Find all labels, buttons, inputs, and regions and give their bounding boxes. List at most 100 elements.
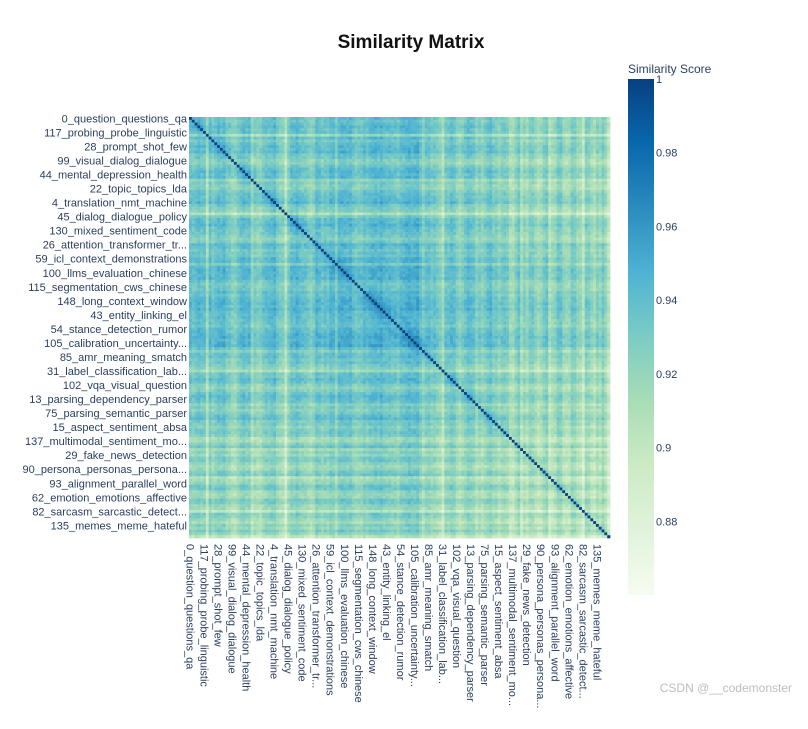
- heatmap-cell[interactable]: [205, 198, 209, 202]
- heatmap-cell[interactable]: [343, 195, 347, 199]
- heatmap-cell[interactable]: [298, 184, 302, 188]
- heatmap-cell[interactable]: [464, 204, 468, 208]
- heatmap-cell[interactable]: [567, 161, 572, 166]
- heatmap-cell[interactable]: [402, 159, 406, 163]
- heatmap-cell[interactable]: [542, 161, 546, 166]
- heatmap-cell[interactable]: [458, 125, 462, 129]
- heatmap-cell[interactable]: [211, 117, 215, 121]
- heatmap-cell[interactable]: [247, 175, 252, 180]
- heatmap-cell[interactable]: [478, 136, 482, 140]
- heatmap-cell[interactable]: [312, 153, 316, 157]
- heatmap-cell[interactable]: [413, 173, 417, 177]
- heatmap-cell[interactable]: [497, 142, 501, 146]
- heatmap-cell[interactable]: [208, 195, 212, 199]
- heatmap-cell[interactable]: [360, 175, 364, 180]
- heatmap-cell[interactable]: [281, 170, 285, 174]
- heatmap-cell[interactable]: [393, 204, 398, 208]
- heatmap-cell[interactable]: [593, 159, 597, 163]
- heatmap-cell[interactable]: [511, 133, 515, 137]
- heatmap-cell[interactable]: [284, 119, 288, 123]
- heatmap-cell[interactable]: [494, 175, 499, 180]
- heatmap-cell[interactable]: [309, 133, 313, 137]
- heatmap-cell[interactable]: [542, 195, 546, 199]
- heatmap-cell[interactable]: [211, 156, 215, 160]
- heatmap-cell[interactable]: [326, 156, 330, 160]
- heatmap-cell[interactable]: [452, 131, 456, 135]
- heatmap-cell[interactable]: [340, 147, 344, 152]
- heatmap-cell[interactable]: [295, 145, 299, 149]
- heatmap-cell[interactable]: [595, 119, 600, 123]
- heatmap-cell[interactable]: [506, 164, 510, 168]
- heatmap-cell[interactable]: [458, 156, 462, 160]
- heatmap-cell[interactable]: [402, 170, 406, 174]
- heatmap-cell[interactable]: [475, 167, 479, 171]
- heatmap-cell[interactable]: [506, 178, 510, 182]
- heatmap-cell[interactable]: [233, 161, 238, 166]
- heatmap-cell[interactable]: [551, 150, 555, 154]
- heatmap-cell[interactable]: [595, 150, 600, 154]
- heatmap-cell[interactable]: [503, 153, 507, 157]
- heatmap-cell[interactable]: [399, 128, 403, 132]
- heatmap-cell[interactable]: [494, 159, 499, 163]
- heatmap-cell[interactable]: [399, 119, 403, 123]
- heatmap-cell[interactable]: [466, 156, 471, 160]
- heatmap-cell[interactable]: [402, 192, 406, 196]
- heatmap-cell[interactable]: [365, 178, 369, 182]
- heatmap-cell[interactable]: [194, 153, 198, 157]
- heatmap-cell[interactable]: [545, 161, 549, 166]
- heatmap-cell[interactable]: [276, 170, 280, 174]
- heatmap-cell[interactable]: [537, 153, 541, 157]
- heatmap-cell[interactable]: [270, 189, 274, 194]
- heatmap-cell[interactable]: [256, 136, 260, 140]
- heatmap-cell[interactable]: [548, 167, 552, 171]
- heatmap-cell[interactable]: [197, 167, 201, 171]
- heatmap-cell[interactable]: [441, 204, 445, 208]
- heatmap-cell[interactable]: [245, 178, 249, 182]
- heatmap-cell[interactable]: [441, 173, 445, 177]
- heatmap-cell[interactable]: [259, 122, 263, 126]
- heatmap-cell[interactable]: [276, 159, 280, 163]
- heatmap-cell[interactable]: [559, 181, 563, 185]
- heatmap-cell[interactable]: [320, 128, 325, 132]
- heatmap-cell[interactable]: [217, 145, 221, 149]
- heatmap-cell[interactable]: [478, 159, 482, 163]
- heatmap-cell[interactable]: [382, 117, 386, 121]
- heatmap-cell[interactable]: [264, 189, 268, 194]
- heatmap-cell[interactable]: [447, 125, 451, 129]
- heatmap-cell[interactable]: [382, 145, 386, 149]
- heatmap-cell[interactable]: [587, 131, 591, 135]
- heatmap-cell[interactable]: [290, 150, 294, 154]
- heatmap-cell[interactable]: [253, 125, 257, 129]
- heatmap-cell[interactable]: [284, 153, 288, 157]
- heatmap-cell[interactable]: [385, 122, 389, 126]
- heatmap-cell[interactable]: [189, 164, 193, 168]
- heatmap-cell[interactable]: [522, 198, 527, 202]
- heatmap-cell[interactable]: [573, 187, 577, 191]
- heatmap-cell[interactable]: [604, 206, 608, 210]
- heatmap-cell[interactable]: [326, 131, 330, 135]
- heatmap-cell[interactable]: [214, 198, 218, 202]
- heatmap-cell[interactable]: [365, 147, 369, 152]
- heatmap-cell[interactable]: [545, 164, 549, 168]
- heatmap-cell[interactable]: [590, 139, 594, 143]
- heatmap-cell[interactable]: [419, 125, 423, 129]
- heatmap-cell[interactable]: [483, 170, 487, 174]
- heatmap-cell[interactable]: [497, 139, 501, 143]
- heatmap-cell[interactable]: [559, 187, 563, 191]
- heatmap-cell[interactable]: [236, 201, 240, 205]
- heatmap-cell[interactable]: [242, 198, 246, 202]
- heatmap-cell[interactable]: [281, 201, 285, 205]
- heatmap-cell[interactable]: [396, 142, 400, 146]
- heatmap-cell[interactable]: [228, 128, 232, 132]
- heatmap-cell[interactable]: [273, 153, 277, 157]
- heatmap-cell[interactable]: [203, 133, 207, 137]
- heatmap-cell[interactable]: [475, 156, 479, 160]
- heatmap-cell[interactable]: [320, 192, 325, 196]
- heatmap-cell[interactable]: [217, 128, 221, 132]
- heatmap-cell[interactable]: [461, 167, 465, 171]
- heatmap-cell[interactable]: [197, 119, 201, 123]
- heatmap-cell[interactable]: [475, 145, 479, 149]
- heatmap-cell[interactable]: [450, 204, 454, 208]
- heatmap-cell[interactable]: [567, 173, 572, 177]
- heatmap-cell[interactable]: [379, 184, 384, 188]
